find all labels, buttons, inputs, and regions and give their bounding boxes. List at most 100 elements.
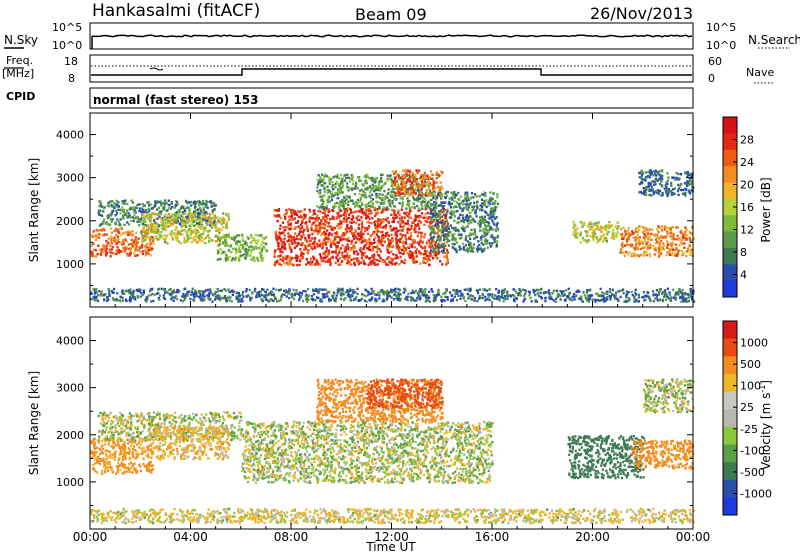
data-cell: [366, 228, 369, 231]
data-cell: [413, 299, 416, 302]
data-cell: [279, 258, 282, 261]
data-cell: [146, 212, 149, 216]
data-cell: [225, 226, 228, 229]
data-cell: [262, 238, 265, 241]
data-cell: [642, 252, 645, 255]
data-cell: [136, 216, 139, 219]
data-cell: [127, 243, 130, 246]
data-cell: [359, 196, 363, 199]
data-cell: [428, 245, 431, 248]
data-cell: [400, 177, 404, 180]
data-cell: [164, 199, 167, 202]
data-cell: [464, 196, 467, 200]
data-cell: [287, 227, 290, 230]
data-cell: [405, 172, 408, 175]
data-cell: [363, 196, 366, 199]
data-cell: [395, 261, 398, 265]
data-cell: [176, 200, 179, 204]
data-cell: [496, 240, 499, 243]
data-cell: [414, 215, 418, 218]
data-cell: [317, 174, 320, 177]
data-cell: [636, 230, 639, 234]
data-cell: [385, 263, 388, 266]
data-cell: [414, 250, 417, 253]
data-cell: [523, 288, 526, 292]
data-cell: [109, 212, 112, 216]
data-cell: [238, 234, 241, 237]
data-cell: [125, 247, 128, 251]
data-cell: [376, 244, 379, 247]
data-cell: [149, 213, 152, 216]
data-cell: [133, 296, 137, 299]
data-cell: [188, 215, 191, 218]
data-cell: [341, 191, 344, 194]
data-cell: [201, 297, 204, 300]
data-cell: [195, 215, 198, 218]
data-cell: [671, 248, 674, 251]
data-cell: [681, 249, 684, 253]
data-cell: [665, 254, 668, 257]
data-cell: [351, 188, 354, 192]
data-cell: [417, 209, 420, 212]
data-cell: [486, 246, 489, 249]
data-cell: [418, 250, 421, 253]
data-cell: [228, 255, 231, 259]
data-cell: [398, 187, 401, 191]
data-cell: [586, 232, 589, 235]
data-cell: [188, 218, 191, 221]
data-cell: [669, 235, 672, 238]
data-cell: [399, 192, 402, 195]
data-cell: [605, 238, 608, 241]
data-cell: [338, 203, 341, 206]
data-cell: [652, 192, 656, 196]
data-cell: [466, 247, 469, 250]
data-cell: [286, 263, 289, 266]
data-cell: [336, 193, 339, 196]
data-cell: [368, 217, 371, 221]
data-cell: [574, 228, 577, 232]
data-cell: [194, 293, 198, 296]
data-cell: [464, 244, 468, 247]
data-cell: [457, 221, 460, 224]
data-cell: [659, 236, 663, 239]
data-cell: [434, 250, 437, 254]
data-cell: [664, 188, 667, 192]
data-cell: [453, 248, 457, 251]
data-cell: [144, 254, 147, 257]
data-cell: [653, 183, 656, 186]
data-cell: [402, 227, 405, 230]
data-cell: [132, 206, 135, 210]
data-cell: [663, 227, 666, 231]
data-cell: [551, 292, 554, 295]
data-cell: [440, 231, 443, 234]
data-cell: [345, 230, 348, 234]
data-cell: [467, 221, 470, 224]
data-cell: [282, 226, 285, 229]
data-cell: [205, 203, 208, 207]
data-cell: [205, 201, 208, 205]
data-cell: [244, 256, 247, 259]
data-cell: [633, 254, 636, 257]
data-cell: [322, 241, 325, 244]
data-cell: [304, 238, 307, 242]
data-cell: [175, 239, 178, 242]
data-cell: [480, 198, 483, 201]
data-cell: [206, 288, 209, 292]
data-cell: [444, 209, 447, 212]
data-cell: [484, 234, 487, 237]
data-cell: [388, 201, 391, 204]
data-cell: [189, 223, 192, 227]
data-cell: [249, 299, 252, 302]
data-cell: [99, 200, 102, 203]
data-cell: [182, 205, 185, 209]
data-cell: [591, 298, 594, 301]
data-cell: [376, 176, 379, 180]
data-cell: [450, 211, 453, 214]
data-cell: [400, 182, 403, 186]
data-cell: [440, 197, 443, 200]
data-cell: [483, 193, 486, 196]
data-cell: [560, 292, 564, 295]
data-cell: [272, 287, 275, 290]
data-cell: [306, 261, 310, 264]
data-cell: [418, 191, 421, 194]
